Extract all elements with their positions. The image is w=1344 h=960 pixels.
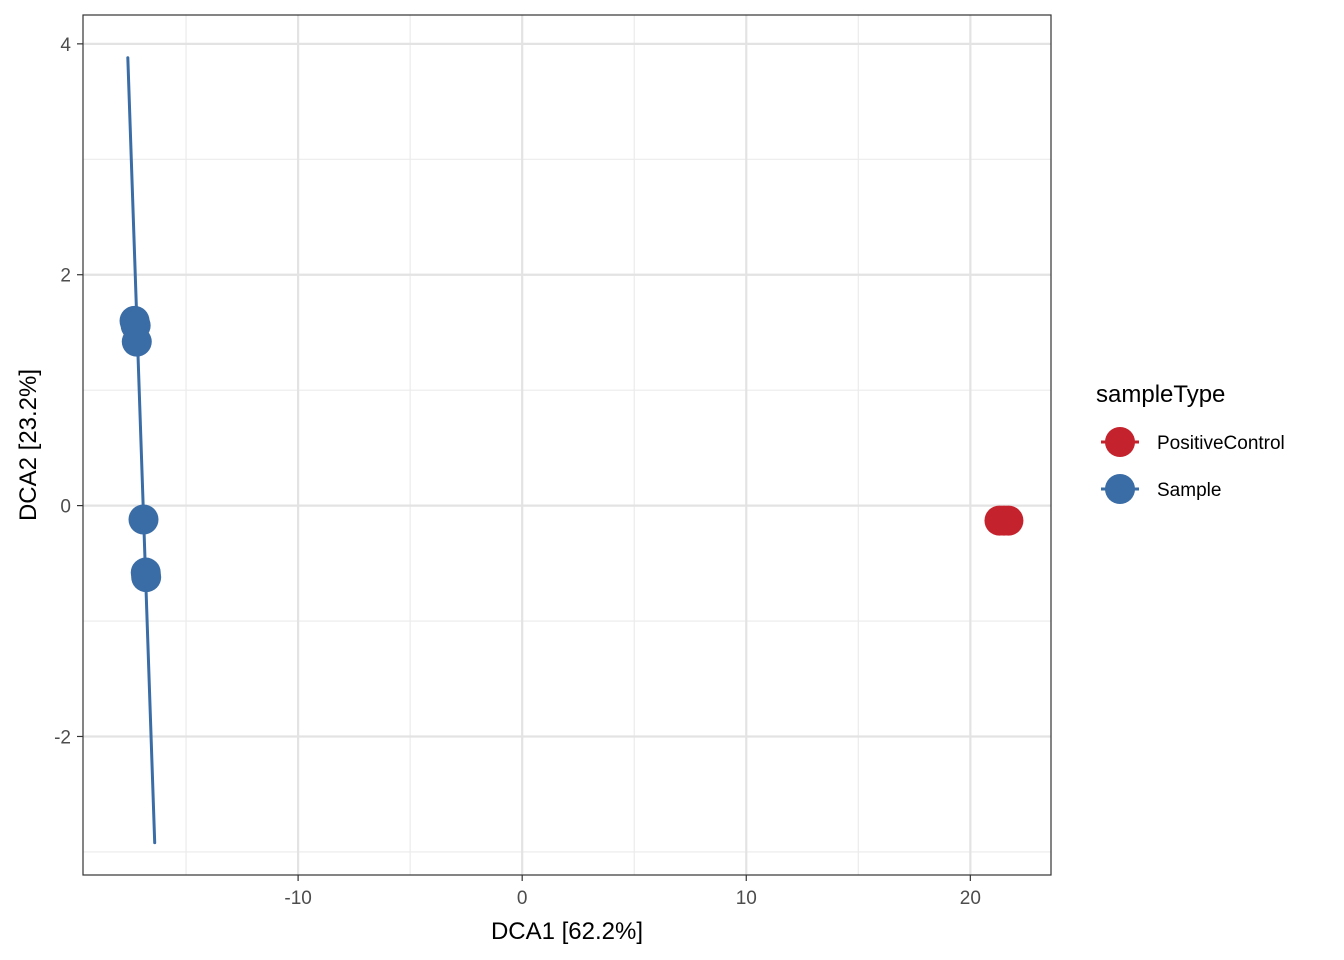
legend-entry-sample: Sample (1101, 474, 1221, 504)
y-axis-title: DCA2 [23.2%] (15, 369, 42, 521)
plot-background (83, 15, 1051, 875)
series-positivecontrol (984, 505, 1024, 536)
data-point-positivecontrol (993, 505, 1024, 536)
legend-entries: PositiveControl Sample (1101, 427, 1285, 504)
data-point-sample (131, 562, 162, 593)
grid-minor (83, 15, 1051, 875)
series-layer (119, 56, 1024, 845)
x-tick-label: 0 (517, 888, 528, 909)
data-point-sample (128, 504, 159, 535)
grid-major (83, 15, 1051, 875)
legend-title: sampleType (1096, 381, 1225, 408)
data-point-sample (121, 326, 152, 357)
legend-entry-positivecontrol: PositiveControl (1101, 427, 1285, 457)
plot-panel-border (82, 14, 1052, 876)
x-axis: -10 0 10 20 (284, 875, 981, 909)
ellipse-line-sample (126, 56, 157, 845)
x-axis-title: DCA1 [62.2%] (491, 918, 643, 945)
x-tick-label: 10 (736, 888, 757, 909)
y-tick-label: 2 (60, 266, 71, 287)
legend-key-point (1105, 427, 1135, 457)
legend-label: Sample (1157, 480, 1221, 501)
y-tick-label: 0 (60, 497, 71, 518)
x-tick-label: 20 (960, 888, 981, 909)
y-tick-label: -2 (54, 727, 71, 748)
y-axis: -2 0 2 4 (54, 35, 83, 748)
legend: sampleType PositiveControl Sample (1096, 381, 1285, 504)
legend-label: PositiveControl (1157, 433, 1285, 454)
x-tick-label: -10 (284, 888, 311, 909)
legend-key-point (1105, 474, 1135, 504)
y-tick-label: 4 (60, 35, 71, 56)
series-sample (119, 56, 162, 845)
